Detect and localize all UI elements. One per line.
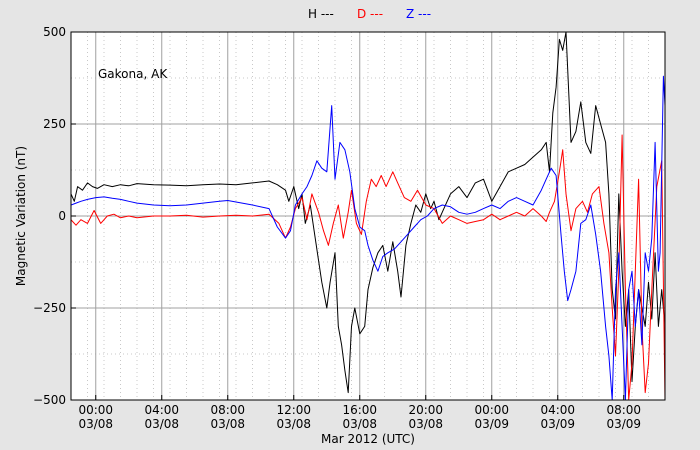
series-line-z [71,75,665,400]
legend: H --- D --- Z --- [308,7,431,21]
x-tick-date-label: 03/08 [144,417,179,431]
x-tick-time-label: 16:00 [342,403,377,417]
series-lines [71,32,665,400]
series-line-d [71,134,665,400]
x-tick-date-label: 03/09 [606,417,641,431]
x-tick-time-label: 20:00 [408,403,443,417]
y-tick-label: 250 [43,117,66,131]
x-tick-date-label: 03/08 [78,417,113,431]
x-tick-date-label: 03/08 [342,417,377,431]
x-tick-time-label: 00:00 [474,403,509,417]
x-tick-time-label: 04:00 [540,403,575,417]
x-tick-date-label: 03/09 [540,417,575,431]
legend-entry-d: D --- [357,7,383,21]
station-annotation: Gakona, AK [98,67,168,81]
x-tick-time-label: 08:00 [210,403,245,417]
x-tick-time-label: 00:00 [78,403,113,417]
y-tick-label: −500 [33,393,66,407]
axis-ticks: 00:0003/0804:0003/0808:0003/0812:0003/08… [33,25,641,431]
y-tick-label: 0 [58,209,66,223]
x-tick-time-label: 08:00 [606,403,641,417]
x-tick-date-label: 03/09 [474,417,509,431]
x-tick-date-label: 03/08 [408,417,443,431]
x-tick-date-label: 03/08 [210,417,245,431]
legend-entry-z: Z --- [406,7,431,21]
y-tick-label: 500 [43,25,66,39]
x-axis-label: Mar 2012 (UTC) [321,432,415,446]
x-tick-date-label: 03/08 [276,417,311,431]
y-axis-label: Magnetic Variation (nT) [14,146,28,286]
x-tick-time-label: 12:00 [276,403,311,417]
x-tick-time-label: 04:00 [144,403,179,417]
legend-entry-h: H --- [308,7,334,21]
y-tick-label: −250 [33,301,66,315]
series-line-h [71,32,665,394]
